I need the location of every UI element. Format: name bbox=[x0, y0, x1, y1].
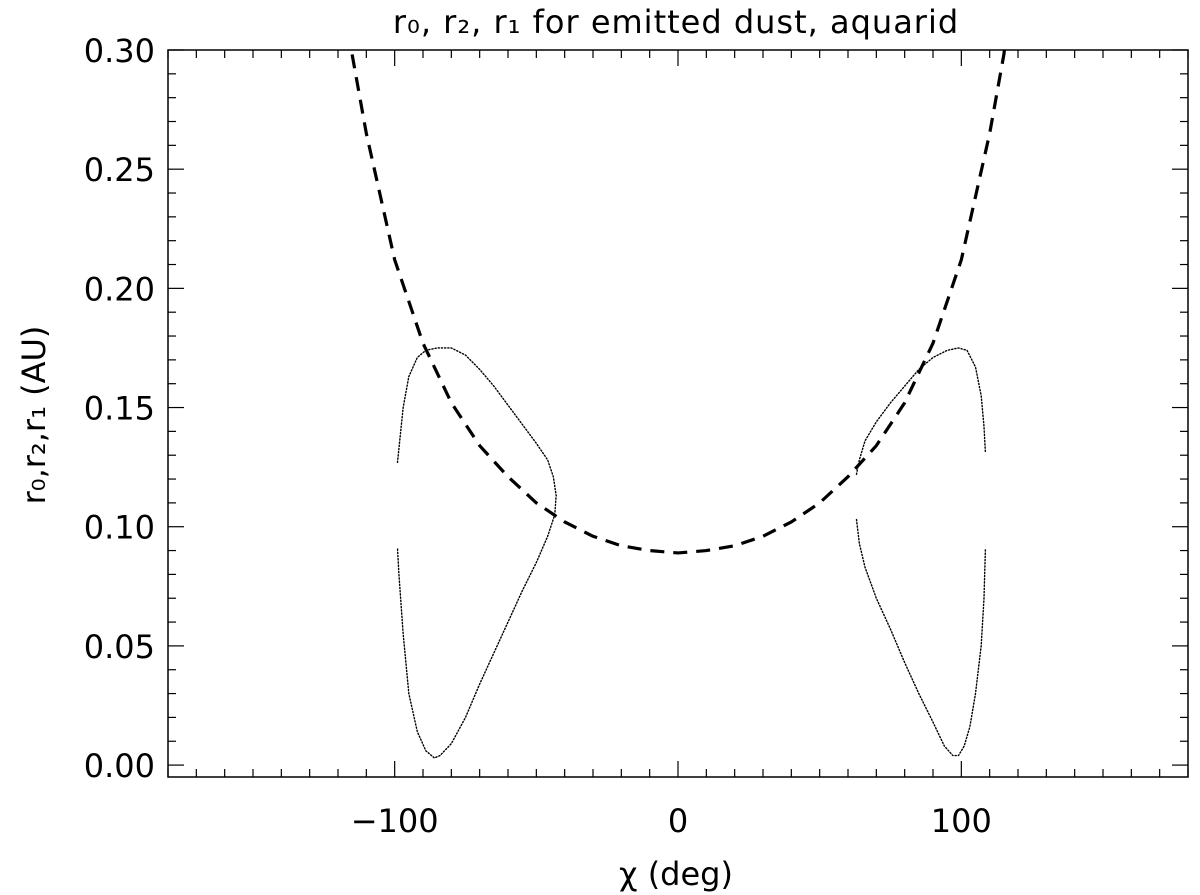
y-axis-label: r₀,r₂,r₁ (AU) bbox=[15, 326, 53, 505]
x-tick-label: 0 bbox=[668, 802, 688, 840]
series-line-2 bbox=[396, 347, 557, 759]
plot-area: −100 0 100 0.00 0.05 0.10 0.15 0.20 0.25 0.30 bbox=[84, 32, 1189, 840]
y-tick-label: 0.20 bbox=[84, 270, 155, 308]
y-tick-label: 0.25 bbox=[84, 151, 155, 189]
y-tick-label: 0.00 bbox=[84, 747, 155, 785]
y-tick-label: 0.05 bbox=[84, 628, 155, 666]
x-axis-label: χ (deg) bbox=[619, 855, 733, 893]
x-axis-tick-labels: −100 0 100 bbox=[351, 802, 992, 840]
y-tick-label: 0.15 bbox=[84, 390, 155, 428]
y-tick-label: 0.30 bbox=[84, 32, 155, 70]
x-axis-ticks bbox=[167, 50, 1189, 777]
series-line-4 bbox=[855, 518, 987, 757]
y-axis-ticks bbox=[168, 49, 1188, 766]
y-axis-tick-labels: 0.00 0.05 0.10 0.15 0.20 0.25 0.30 bbox=[84, 32, 155, 785]
series-line-3 bbox=[855, 347, 987, 475]
series-line-1 bbox=[349, 50, 1007, 555]
chart-title: r₀, r₂, r₁ for emitted dust, aquarid bbox=[393, 3, 959, 41]
y-tick-label: 0.10 bbox=[84, 509, 155, 547]
x-tick-label: −100 bbox=[351, 802, 439, 840]
x-tick-label: 100 bbox=[931, 802, 992, 840]
series-layer bbox=[349, 50, 1007, 759]
